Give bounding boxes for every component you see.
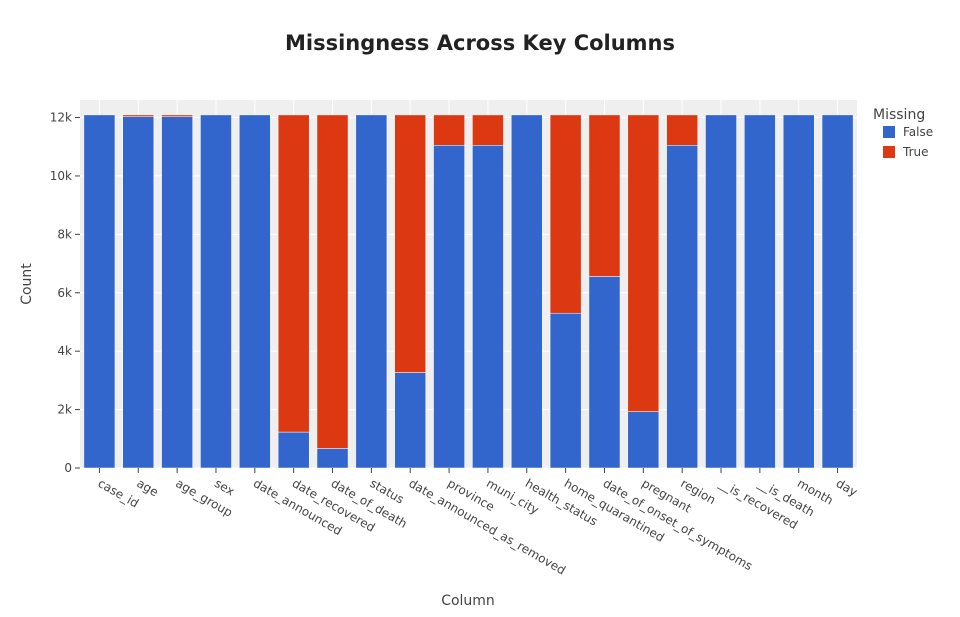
y-axis-title: Count: [19, 263, 35, 305]
bar-true: [549, 114, 582, 314]
bar-false: [705, 114, 737, 469]
bar-false: [122, 116, 155, 469]
bar-false: [161, 116, 193, 469]
bar-false: [355, 114, 388, 469]
bar-true: [627, 114, 660, 412]
bar-false: [666, 145, 698, 469]
legend: Missing False True: [873, 107, 933, 159]
plot-area: [80, 100, 857, 468]
y-tick-label: 4k: [57, 344, 72, 358]
y-tick-label: 8k: [57, 227, 72, 241]
legend-swatch-false: [883, 126, 895, 138]
y-tick-label: 12k: [50, 111, 72, 125]
legend-items: False True: [883, 125, 933, 159]
legend-label-true: True: [902, 145, 929, 159]
bar-false: [627, 411, 660, 469]
y-tick-label: 10k: [50, 169, 72, 183]
bar-false: [510, 114, 543, 469]
bar-false: [821, 114, 854, 469]
legend-label-false: False: [903, 125, 933, 139]
y-tick-label: 0: [64, 461, 72, 475]
bar-true: [316, 114, 349, 449]
bar-false: [277, 431, 310, 469]
y-axis: 0 2k 4k 6k 8k 10k 12k: [50, 111, 80, 475]
y-tick-label: 2k: [57, 403, 72, 417]
legend-title: Missing: [873, 107, 925, 123]
bars: [83, 114, 854, 469]
bar-false: [239, 114, 271, 469]
x-axis-title: Column: [441, 593, 495, 609]
bar-true: [472, 114, 504, 146]
bar-false: [394, 372, 427, 469]
chart-title: Missingness Across Key Columns: [285, 31, 675, 55]
bar-false: [433, 145, 465, 469]
bar-true: [666, 114, 698, 146]
bar-true: [588, 114, 621, 277]
bar-false: [588, 276, 621, 469]
bar-true: [394, 114, 427, 373]
bar-false: [83, 114, 116, 469]
bar-false: [316, 448, 349, 469]
bar-false: [744, 114, 776, 469]
bar-true: [122, 114, 155, 117]
bar-true: [277, 114, 310, 433]
bar-true: [433, 114, 465, 146]
bar-false: [782, 114, 815, 469]
bar-false: [200, 114, 232, 469]
bar-false: [549, 312, 582, 469]
bar-false: [472, 145, 504, 469]
bar-true: [161, 114, 193, 117]
y-tick-label: 6k: [57, 286, 72, 300]
legend-swatch-true: [883, 146, 895, 158]
